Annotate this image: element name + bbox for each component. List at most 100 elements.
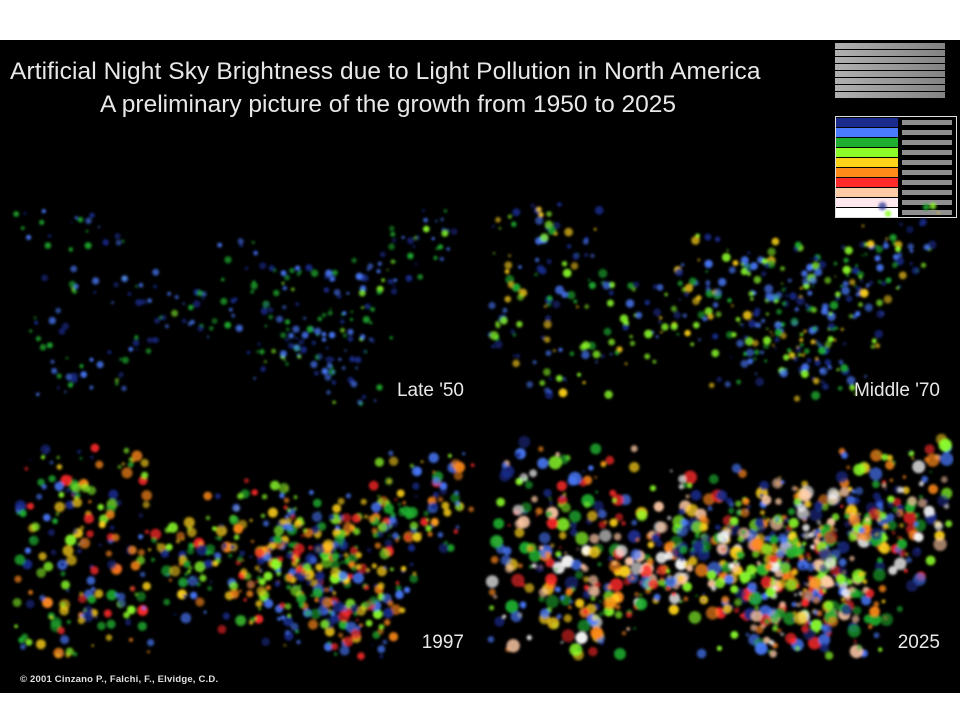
light-glow (374, 542, 381, 549)
light-glow (123, 447, 130, 454)
light-glow (883, 295, 893, 304)
light-glow (54, 481, 64, 491)
light-glow (399, 607, 406, 614)
light-glow (709, 474, 719, 484)
light-glow (188, 304, 194, 311)
light-glow (747, 272, 751, 276)
light-glow (658, 578, 666, 587)
legend-swatch (836, 157, 956, 167)
light-glow (603, 520, 608, 524)
light-glow (794, 241, 802, 249)
light-glow (296, 593, 307, 604)
light-glow (437, 244, 444, 250)
light-glow (495, 322, 501, 329)
light-glow (430, 517, 439, 526)
light-glow (761, 543, 773, 555)
light-glow (507, 214, 512, 219)
light-glow (229, 515, 240, 526)
light-glow (594, 205, 604, 215)
light-glow (841, 286, 850, 295)
light-glow (680, 263, 685, 267)
light-glow (894, 260, 897, 263)
light-glow (877, 280, 882, 284)
light-glow (264, 302, 269, 307)
light-glow (137, 605, 149, 616)
light-glow (288, 550, 292, 554)
light-glow (655, 551, 668, 564)
light-glow (746, 564, 757, 575)
light-glow (285, 514, 289, 519)
light-glow (568, 471, 582, 486)
light-glow (390, 288, 398, 295)
light-glow (79, 456, 83, 460)
light-glow (354, 545, 358, 549)
light-glow (175, 539, 181, 544)
light-glow (827, 365, 832, 370)
light-glow (501, 462, 508, 468)
light-glow (115, 382, 119, 386)
light-glow (728, 266, 736, 274)
light-glow (215, 557, 222, 564)
light-glow (777, 579, 787, 589)
light-glow (938, 438, 952, 452)
light-glow (369, 321, 373, 325)
light-glow (644, 353, 651, 360)
light-glow (647, 541, 655, 549)
light-glow (174, 295, 179, 300)
light-glow (767, 247, 776, 256)
light-glow (336, 293, 342, 299)
light-glow (683, 596, 689, 602)
light-glow (806, 562, 816, 572)
light-glow (604, 390, 613, 399)
light-glow (328, 368, 336, 376)
light-glow (43, 513, 51, 522)
light-glow (569, 351, 575, 356)
light-glow (844, 521, 851, 528)
light-glow (220, 297, 228, 305)
light-glow (494, 616, 505, 627)
light-glow (128, 347, 134, 352)
light-glow (696, 648, 707, 659)
light-glow (878, 202, 887, 211)
light-glow (128, 545, 137, 555)
light-glow (635, 311, 643, 319)
light-glow (843, 257, 849, 263)
light-glow (284, 517, 292, 525)
light-glow (321, 337, 327, 342)
light-glow (878, 585, 887, 593)
light-glow (283, 644, 286, 647)
light-glow (902, 486, 910, 495)
light-glow (95, 460, 104, 469)
light-glow (320, 619, 330, 629)
light-glow (446, 544, 455, 552)
light-glow (364, 514, 369, 519)
light-glow (516, 321, 523, 328)
light-glow (841, 452, 848, 459)
light-glow (435, 247, 439, 251)
light-glow (338, 515, 342, 519)
light-glow (812, 596, 820, 604)
light-glow (450, 459, 461, 469)
light-glow (71, 494, 75, 498)
light-glow (80, 525, 85, 530)
light-glow (569, 510, 582, 523)
light-glow (295, 302, 300, 307)
light-glow (276, 571, 282, 577)
light-glow (801, 363, 810, 372)
light-glow (847, 486, 853, 492)
light-glow (431, 237, 435, 241)
light-glow (333, 601, 345, 613)
light-glow (805, 303, 808, 307)
light-glow (863, 614, 873, 624)
light-glow (721, 595, 730, 604)
light-glow (599, 611, 604, 616)
light-glow (688, 556, 698, 566)
light-glow (660, 576, 665, 581)
light-glow (559, 546, 562, 549)
light-glow (591, 614, 599, 622)
light-glow (388, 632, 399, 642)
light-glow (427, 531, 433, 537)
light-glow (324, 374, 332, 381)
light-glow (237, 238, 244, 245)
light-glow (851, 615, 860, 623)
